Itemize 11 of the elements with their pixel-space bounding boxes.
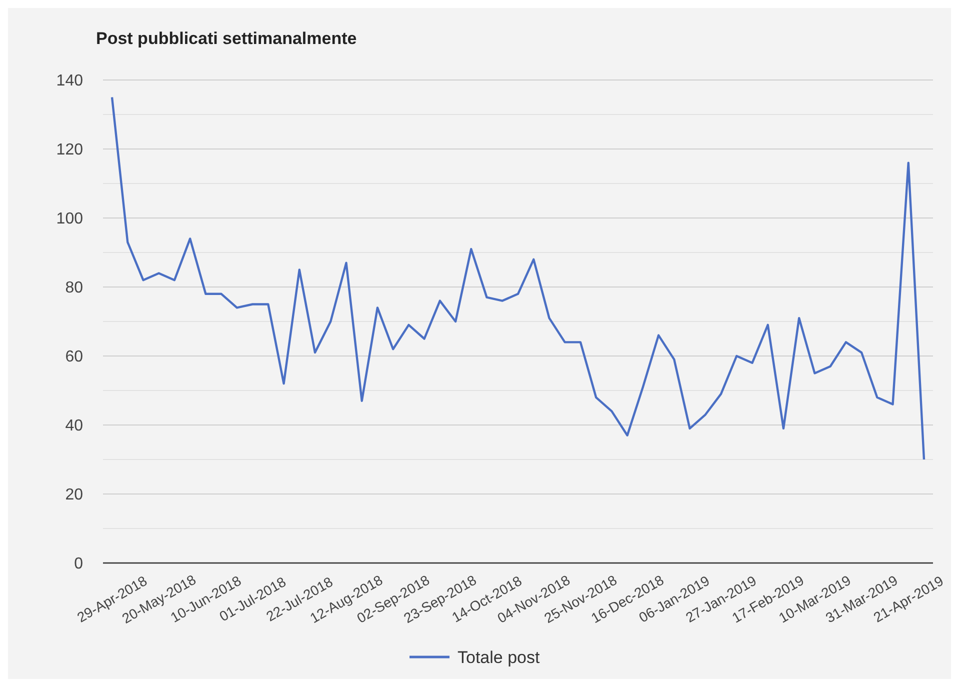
y-tick-label: 0 — [74, 556, 84, 573]
y-tick-label: 20 — [65, 486, 84, 504]
y-tick-label: 80 — [65, 280, 84, 297]
y-tick-label: 100 — [56, 210, 84, 228]
y-tick-label: 40 — [65, 418, 84, 435]
line-series — [110, 96, 926, 461]
y-tick-label: 140 — [56, 72, 84, 90]
y-tick-label: 120 — [56, 142, 84, 159]
chart-title: Post pubblicati settimanalmente — [96, 29, 357, 48]
y-tick-label: 60 — [65, 348, 84, 366]
legend-label: Totale post — [458, 648, 540, 667]
